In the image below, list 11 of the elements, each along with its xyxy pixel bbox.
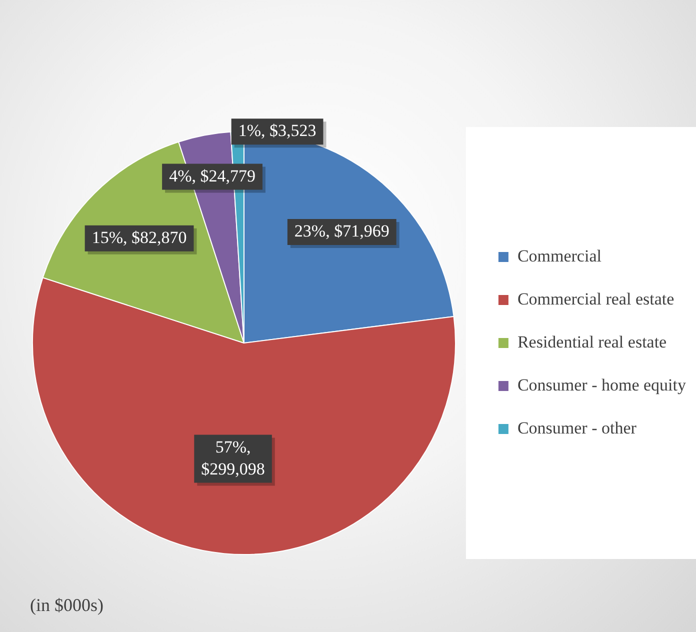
data-label: 1%, $3,523 xyxy=(238,121,316,140)
data-label: 4%, $24,779 xyxy=(169,166,256,186)
data-label: 15%, $82,870 xyxy=(92,228,187,247)
legend-label: Commercial xyxy=(517,246,602,266)
data-label: 57%, $299,098 xyxy=(201,437,265,478)
legend-label: Consumer - other xyxy=(517,418,637,438)
legend-label: Residential real estate xyxy=(517,332,667,352)
text: (in $000s) xyxy=(30,595,104,616)
legend-label: Consumer - home equity xyxy=(517,375,686,394)
data-label: 23%, $71,969 xyxy=(294,221,390,240)
legend-label: Commercial real estate xyxy=(517,289,674,308)
